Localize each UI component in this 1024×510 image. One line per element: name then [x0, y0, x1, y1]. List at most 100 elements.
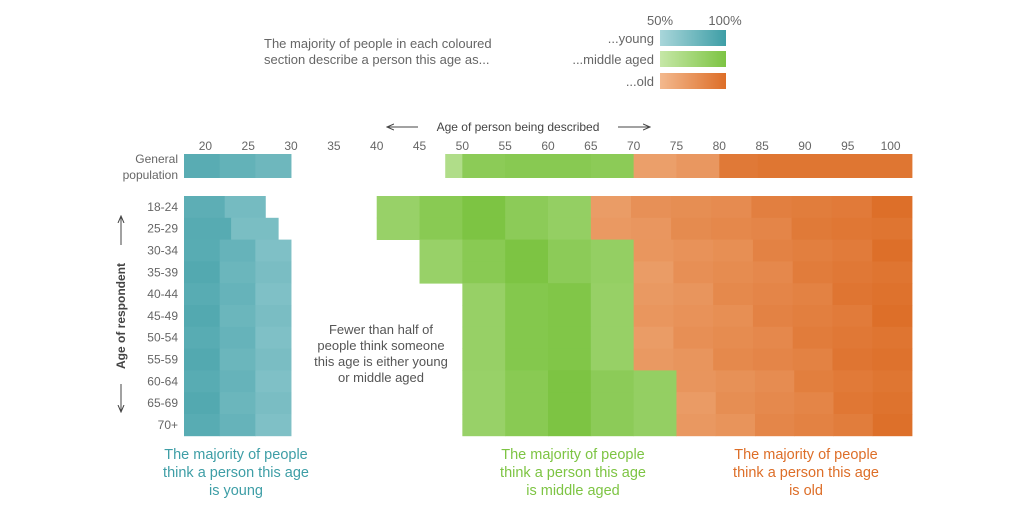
row-40-44-middle-1-cell-2	[548, 283, 592, 306]
x-tick-30: 30	[284, 139, 298, 153]
x-axis-title-group: Age of person being described	[387, 120, 650, 134]
row-40-44-old-2-cell-1	[673, 283, 714, 306]
row-35-39-young-0-cell-2	[255, 261, 292, 284]
row-45-49-middle-1-cell-1	[505, 305, 549, 328]
heat-row-65-69	[184, 392, 913, 415]
row-55-59-middle-1-cell-3	[590, 348, 635, 371]
row-35-39-middle-1-cell-0	[419, 261, 463, 284]
row-label-30-34: 30-34	[147, 244, 178, 258]
row-60-64-young-0-cell-1	[219, 370, 256, 393]
row-label-45-49: 45-49	[147, 309, 178, 323]
legend-label-old: ...old	[626, 74, 654, 89]
row-50-54-old-2-cell-3	[752, 326, 794, 349]
general-middle-segment-2-cell-0	[462, 154, 506, 178]
row-35-39-old-2-cell-3	[752, 261, 794, 284]
row-18-24-old-2-cell-0	[590, 196, 632, 219]
row-45-49-middle-1-cell-0	[462, 305, 506, 328]
x-tick-75: 75	[670, 139, 684, 153]
row-70+-middle-1-cell-4	[633, 414, 677, 437]
row-18-24-old-2-cell-7	[871, 196, 913, 219]
x-tick-25: 25	[242, 139, 256, 153]
row-label-35-39: 35-39	[147, 265, 178, 279]
general-old-segment-3-cell-1	[676, 154, 720, 178]
row-30-34-young-0-cell-1	[219, 239, 256, 262]
caption-young-line-1: The majority of people	[164, 447, 307, 463]
row-25-29-old-2-cell-2	[671, 217, 712, 240]
legend-swatch-middle	[660, 51, 726, 67]
row-35-39-old-2-cell-6	[872, 261, 913, 284]
row-60-64-young-0-cell-0	[184, 370, 221, 393]
row-30-34-middle-1-cell-4	[590, 239, 635, 262]
row-25-29-old-2-cell-1	[630, 217, 672, 240]
caption-old-line-3: is old	[789, 483, 823, 499]
row-label-55-59: 55-59	[147, 353, 178, 367]
row-60-64-old-2-cell-5	[872, 370, 913, 393]
row-65-69-young-0-cell-2	[255, 392, 292, 415]
caption-young-line-2: think a person this age	[163, 465, 309, 481]
row-18-24-old-2-cell-3	[711, 196, 752, 219]
general-middle-segment-2-cell-2	[548, 154, 592, 178]
row-18-24-old-2-cell-5	[791, 196, 833, 219]
caption-young: The majority of people think a person th…	[163, 447, 309, 499]
legend-swatch-young	[660, 30, 726, 46]
row-30-34-old-2-cell-5	[832, 239, 873, 262]
row-18-24-old-2-cell-6	[831, 196, 873, 219]
row-35-39-middle-1-cell-2	[505, 261, 549, 284]
row-60-64-middle-1-cell-2	[548, 370, 592, 393]
general-old-segment-4-cell-4	[873, 154, 913, 178]
row-40-44-young-0-cell-1	[219, 283, 256, 306]
legend: The majority of people in each coloured …	[264, 13, 742, 89]
row-30-34-middle-1-cell-3	[548, 239, 592, 262]
general-old-segment-4-cell-2	[796, 154, 836, 178]
row-50-54-middle-1-cell-0	[462, 326, 506, 349]
row-70+-old-2-cell-5	[872, 414, 913, 437]
row-25-29-old-2-cell-4	[751, 217, 792, 240]
general-middle-segment-2-cell-3	[590, 154, 635, 178]
general-young-segment-0-cell-0	[184, 154, 221, 178]
row-18-24-middle-1-cell-0	[376, 196, 420, 219]
row-65-69-middle-1-cell-3	[590, 392, 635, 415]
row-30-34-old-2-cell-2	[713, 239, 754, 262]
caption-middle-line-1: The majority of people	[501, 447, 644, 463]
row-70+-old-2-cell-2	[754, 414, 795, 437]
row-70+-old-2-cell-3	[794, 414, 834, 437]
legend-title-line1: The majority of people in each coloured	[264, 36, 492, 51]
x-tick-45: 45	[413, 139, 427, 153]
row-25-29-old-2-cell-5	[791, 217, 833, 240]
row-18-24-young-0-cell-1	[224, 196, 266, 219]
heat-row-55-59	[184, 348, 913, 371]
row-55-59-middle-1-cell-0	[462, 348, 506, 371]
row-40-44-old-2-cell-0	[633, 283, 674, 306]
row-45-49-old-2-cell-5	[832, 305, 873, 328]
x-tick-80: 80	[713, 139, 727, 153]
row-45-49-old-2-cell-4	[792, 305, 833, 328]
legend-scale-high: 100%	[708, 13, 742, 28]
row-45-49-old-2-cell-1	[673, 305, 714, 328]
row-70+-middle-1-cell-1	[505, 414, 549, 437]
general-old-segment-4-cell-3	[834, 154, 874, 178]
row-label-18-24: 18-24	[147, 200, 178, 214]
row-45-49-young-0-cell-1	[219, 305, 256, 328]
row-18-24-middle-1-cell-3	[505, 196, 549, 219]
legend-scale-low: 50%	[647, 13, 673, 28]
caption-middle-line-2: think a person this age	[500, 465, 646, 481]
row-70+-young-0-cell-0	[184, 414, 221, 437]
row-30-34-old-2-cell-3	[752, 239, 794, 262]
row-25-29-old-2-cell-0	[590, 217, 632, 240]
row-70+-old-2-cell-0	[676, 414, 717, 437]
row-30-34-old-2-cell-6	[872, 239, 913, 262]
row-25-29-middle-1-cell-4	[548, 217, 592, 240]
row-70+-old-2-cell-4	[833, 414, 874, 437]
row-70+-middle-1-cell-0	[462, 414, 506, 437]
row-18-24-old-2-cell-4	[751, 196, 792, 219]
x-tick-100: 100	[881, 139, 901, 153]
row-40-44-old-2-cell-2	[713, 283, 754, 306]
row-50-54-old-2-cell-5	[832, 326, 873, 349]
row-55-59-middle-1-cell-1	[505, 348, 549, 371]
row-65-69-middle-1-cell-2	[548, 392, 592, 415]
row-55-59-old-2-cell-4	[792, 348, 833, 371]
row-65-69-middle-1-cell-1	[505, 392, 549, 415]
row-55-59-old-2-cell-5	[832, 348, 873, 371]
row-30-34-young-0-cell-0	[184, 239, 221, 262]
row-label-65-69: 65-69	[147, 396, 178, 410]
